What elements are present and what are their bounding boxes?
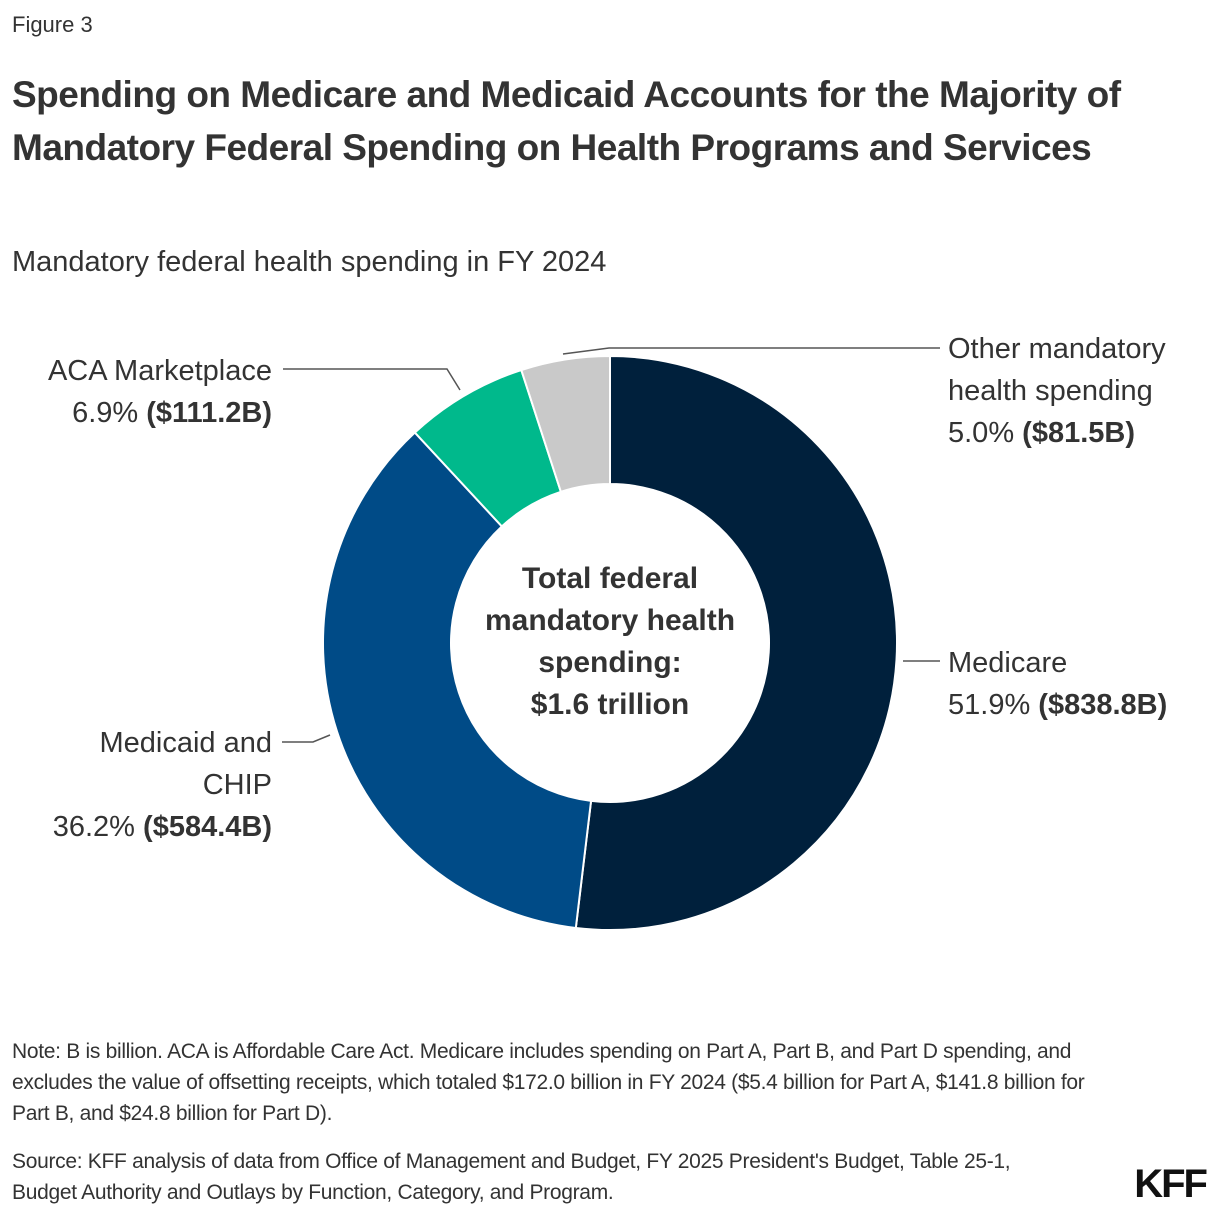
label-other-value: ($81.5B) [1022, 417, 1135, 449]
label-other-name-2: health spending [948, 375, 1153, 407]
leader-line-other [562, 347, 940, 355]
label-aca-pct: 6.9% [72, 397, 139, 429]
label-medicaid-pct: 36.2% [52, 811, 135, 843]
slice-other-mandatory-health-spending [520, 354, 611, 494]
leader-line-medicaid [282, 734, 331, 743]
kff-logo: KFF [1134, 1162, 1208, 1206]
label-other: Other mandatory health spending 5.0% ($8… [948, 328, 1166, 454]
slice-medicaid-and-chip [322, 431, 593, 930]
label-medicaid-name-2: CHIP [202, 769, 272, 801]
label-medicare-value: ($838.8B) [1038, 689, 1168, 721]
label-medicaid-value: ($584.4B) [143, 811, 272, 843]
center-label: Total federal mandatory health spending:… [450, 558, 770, 726]
chart-subtitle: Mandatory federal health spending in FY … [12, 246, 607, 278]
figure-label: Figure 3 [12, 12, 93, 37]
center-line-1: Total federal [521, 562, 699, 595]
label-aca: ACA Marketplace 6.9% ($111.2B) [48, 350, 272, 434]
center-line-3: spending: [538, 646, 682, 679]
label-aca-name: ACA Marketplace [47, 355, 272, 387]
label-aca-value: ($111.2B) [146, 397, 272, 429]
label-medicaid: Medicaid and CHIP 36.2% ($584.4B) [53, 722, 272, 848]
chart-note: Note: B is billion. ACA is Affordable Ca… [12, 1040, 1085, 1125]
label-other-pct: 5.0% [948, 417, 1015, 449]
label-medicaid-name-1: Medicaid and [99, 727, 273, 759]
label-medicare: Medicare 51.9% ($838.8B) [948, 642, 1167, 726]
label-medicare-pct: 51.9% [948, 689, 1031, 721]
chart-title: Spending on Medicare and Medicaid Accoun… [12, 74, 1121, 168]
chart-source: Source: KFF analysis of data from Office… [12, 1150, 1011, 1204]
center-line-4: $1.6 trillion [530, 688, 690, 721]
center-line-2: mandatory health [484, 604, 736, 637]
label-medicare-name: Medicare [948, 647, 1068, 679]
slice-medicare [574, 354, 898, 931]
leader-line-aca [283, 368, 461, 391]
label-other-name-1: Other mandatory [948, 333, 1166, 365]
